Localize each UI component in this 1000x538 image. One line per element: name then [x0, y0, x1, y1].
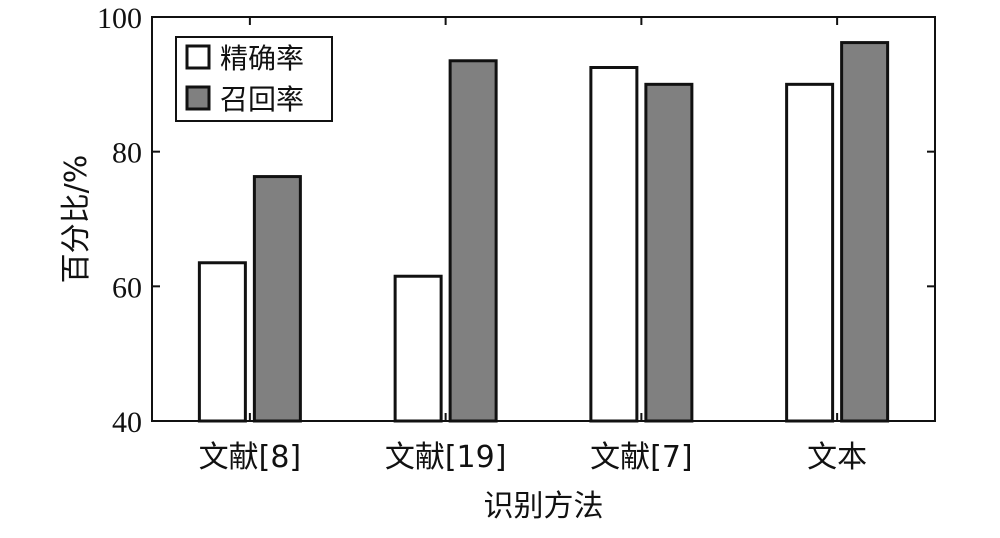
bar-recall-0 — [252, 175, 302, 423]
bar-recall-1 — [448, 59, 498, 423]
legend-swatch-recall — [185, 85, 211, 111]
bars-layer — [197, 41, 890, 423]
bar-precision-3 — [785, 82, 835, 423]
x-tick-label-3: 文本 — [807, 440, 867, 475]
y-tick-label-0: 40 — [112, 406, 142, 439]
bar-precision-0 — [197, 261, 247, 423]
legend: 精确率 召回率 — [175, 36, 333, 122]
x-tick-label-0: 文献[8] — [199, 440, 302, 475]
y-tick-label-2: 80 — [112, 137, 142, 170]
y-tick-label-3: 100 — [97, 2, 142, 35]
plot-frame — [151, 16, 936, 422]
y-axis-label: 百分比/% — [59, 155, 94, 284]
x-tick-label-2: 文献[7] — [590, 440, 693, 475]
ticks-layer: 文献[8] 文献[19] 文献[7] 文本 40 60 80 100 — [97, 2, 935, 475]
x-tick-label-1: 文献[19] — [385, 440, 507, 475]
y-tick-label-1: 60 — [112, 271, 142, 304]
x-axis-label: 识别方法 — [484, 489, 604, 524]
bar-recall-3 — [840, 41, 890, 423]
legend-label-precision: 精确率 — [220, 42, 304, 75]
bar-precision-2 — [589, 66, 639, 423]
bar-recall-2 — [644, 82, 694, 423]
bar-precision-1 — [393, 274, 443, 423]
legend-label-recall: 召回率 — [220, 83, 304, 116]
legend-swatch-precision — [185, 44, 211, 70]
